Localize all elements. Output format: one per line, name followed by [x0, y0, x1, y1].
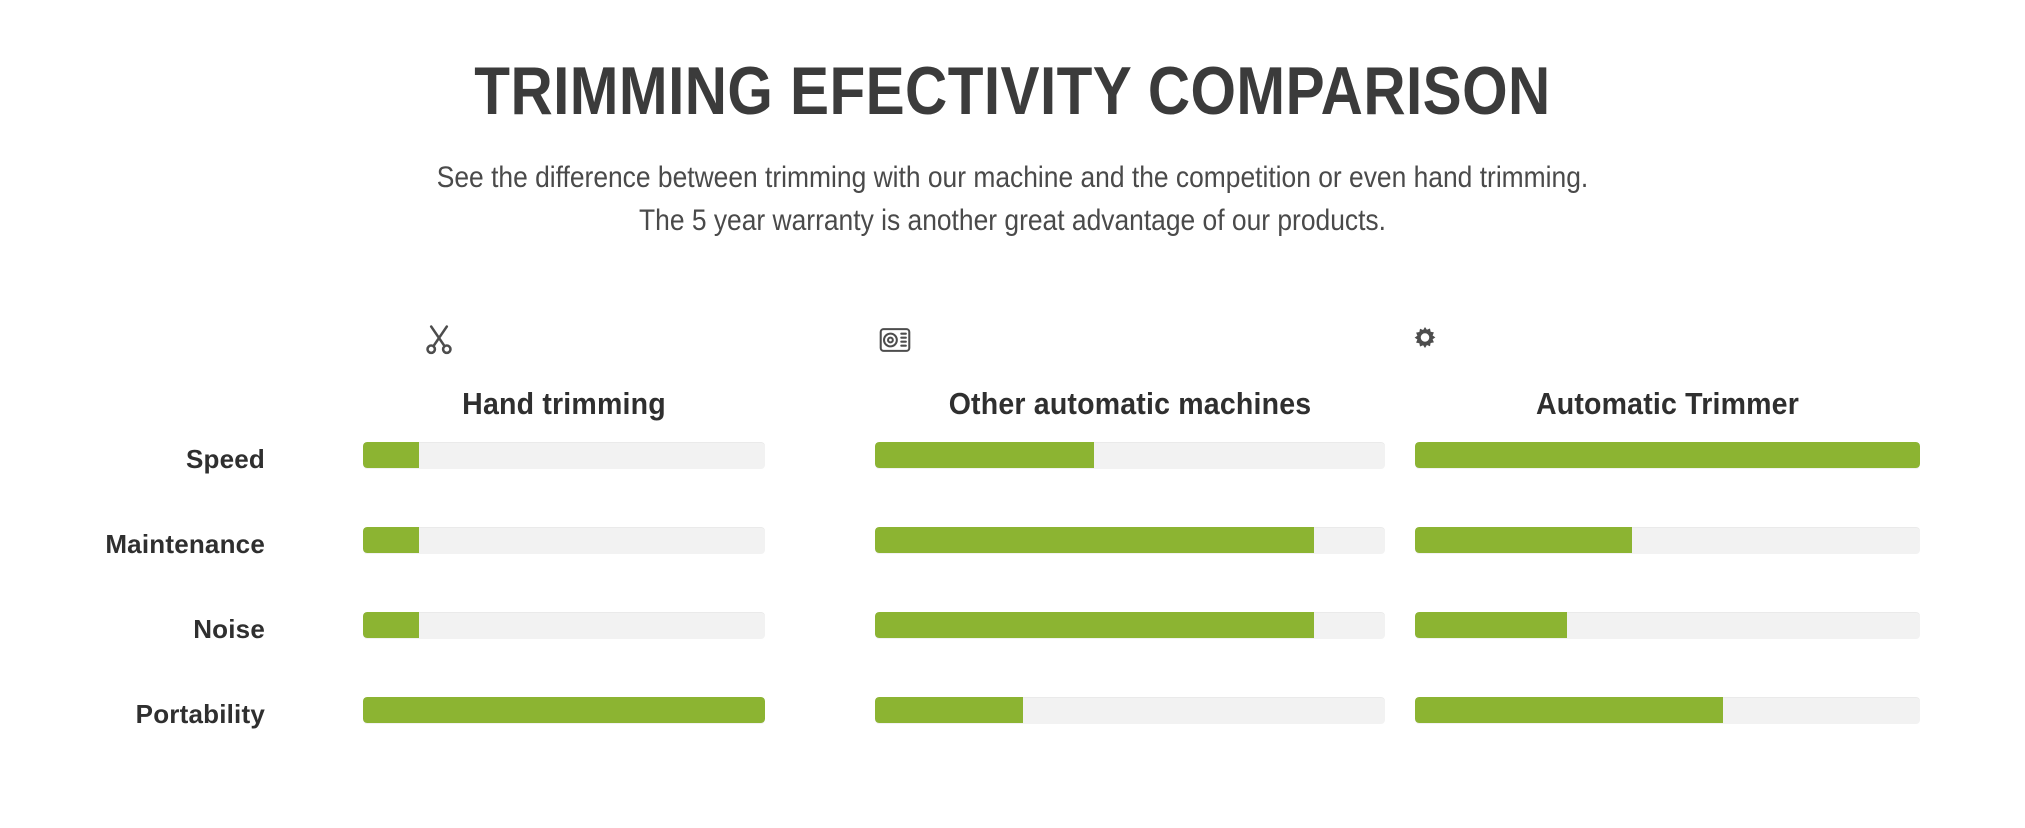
bar-track-speed: [1415, 442, 1920, 468]
bar-fill-speed: [875, 442, 1095, 468]
column-header-hand-trimming: Hand trimming: [363, 318, 765, 428]
bar-track-portability: [875, 697, 1385, 723]
bar-fill-maintenance: [1415, 527, 1633, 553]
bar-track-portability: [1415, 697, 1920, 723]
column-header-automatic-trimmer: Automatic Trimmer: [1414, 318, 1920, 428]
column-other-automatic-machines: Other automatic machines: [875, 318, 1385, 758]
subtitle-line-1: See the difference between trimming with…: [436, 161, 1589, 195]
bar-fill-noise: [1415, 612, 1567, 638]
bar-fill-speed: [363, 442, 420, 468]
bar-track-maintenance: [363, 527, 765, 553]
scissors-icon: [419, 320, 459, 360]
row-label-speed: Speed: [185, 444, 265, 474]
bar-track-speed: [875, 442, 1385, 468]
heading-block: TRIMMING EFECTIVITY COMPARISON See the d…: [0, 0, 2025, 243]
bar-fill-speed: [1415, 442, 1920, 468]
bar-track-speed: [363, 442, 765, 468]
comparison-chart: Speed Maintenance Noise Portability Hand…: [0, 318, 2025, 758]
bar-track-noise: [1415, 612, 1920, 638]
machine-icon: [875, 320, 915, 360]
column-header-other-automatic-machines: Other automatic machines: [875, 318, 1385, 428]
row-label-column: Speed Maintenance Noise Portability: [0, 318, 285, 758]
bar-fill-portability: [1415, 697, 1724, 723]
bar-fill-maintenance: [363, 527, 420, 553]
column-title-other-automatic-machines: Other automatic machines: [948, 386, 1312, 421]
bar-track-maintenance: [875, 527, 1385, 553]
column-hand-trimming: Hand trimming: [363, 318, 765, 758]
row-label-maintenance: Maintenance: [105, 529, 265, 559]
bar-fill-noise: [363, 612, 420, 638]
bar-fill-maintenance: [875, 527, 1314, 553]
bar-track-noise: [363, 612, 765, 638]
bar-track-portability: [363, 697, 765, 723]
subtitle-line-2: The 5 year warranty is another great adv…: [639, 203, 1386, 237]
column-automatic-trimmer: Automatic Trimmer: [1414, 318, 1920, 758]
column-title-hand-trimming: Hand trimming: [462, 386, 666, 421]
gear-icon: [1405, 320, 1445, 360]
row-label-portability: Portability: [135, 699, 265, 729]
page-subtitle: See the difference between trimming with…: [122, 157, 1904, 242]
bar-track-noise: [875, 612, 1385, 638]
bar-fill-portability: [363, 697, 765, 723]
bar-fill-portability: [875, 697, 1023, 723]
column-title-automatic-trimmer: Automatic Trimmer: [1535, 386, 1800, 421]
bar-fill-noise: [875, 612, 1314, 638]
bar-track-maintenance: [1415, 527, 1920, 553]
page-title: TRIMMING EFECTIVITY COMPARISON: [474, 53, 1551, 129]
row-label-noise: Noise: [193, 614, 265, 644]
